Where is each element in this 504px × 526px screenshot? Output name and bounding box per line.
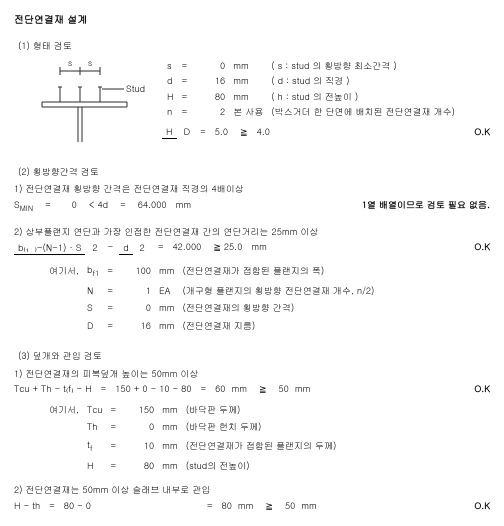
where-row: H=80mm(stud의 전높이) (46, 458, 339, 474)
where-row: S=0mm(전단연결재의 횡방향 간격) (46, 300, 377, 316)
sec1-param-table: s=0mm( s : stud 의 횡방향 최소간격 ) d=16mm( d :… (162, 57, 460, 121)
sec2-p1-eq: SMIN = 0 < 4d = 64.000 mm 1열 배열이므로 검토 필요… (14, 198, 490, 215)
sec2-p2-line: 2) 상부플랜지 연단과 가장 인접한 전단연결재 간의 연단거리는 25mm … (14, 225, 490, 239)
doc-title: 전단연결재 설계 (14, 12, 490, 27)
param-row: H=80mm( h : stud 의 전높이 ) (164, 90, 458, 104)
sec1-heading: (1) 형태 검토 (18, 39, 490, 53)
sec3-p1-where: 여기서, Tcu = 150 mm (바닥판 두께) Th=0mm(바닥판 헌치… (44, 400, 341, 476)
where-row: 여기서, bf1 = 100 mm (전단연결재가 접합된 플랜지의 폭) (46, 262, 377, 281)
stud-label: Stud (126, 82, 145, 95)
frac-1: b₍₁₎-(N-1) · S 2 (14, 243, 102, 253)
sec1-ratio: H D = 5.0 ≧ 4.0 O.K (162, 125, 490, 139)
param-row: s=0mm( s : stud 의 횡방향 최소간격 ) (164, 59, 458, 73)
sec3-p2-eq: H - th = 80 - 0 = 80 mm ≧ 50 mm O.K (14, 499, 490, 513)
where-row: D=16mm(전단연결재 지름) (46, 318, 377, 334)
sec2-p2-where: 여기서, bf1 = 100 mm (전단연결재가 접합된 플랜지의 폭) N=… (44, 260, 379, 336)
sec1-ok: O.K (474, 125, 490, 139)
sec1-params: s=0mm( s : stud 의 횡방향 최소간격 ) d=16mm( d :… (162, 57, 490, 141)
sec2-p2-ok: O.K (474, 240, 490, 254)
sec3-p2-line: 2) 전단연결재는 50mm 이상 슬래브 내부로 관입 (14, 483, 490, 497)
sec2-p1-line: 1) 전단연결재 횡방향 간격은 전단연결재 직경의 4배이상 (14, 182, 490, 196)
frac-H-D: H D (162, 127, 194, 137)
sec3-p2-ok: O.K (474, 499, 490, 513)
sec3-p1-ok: O.K (474, 382, 490, 396)
dim-s-1: s (68, 58, 72, 69)
sec1-body: s s Stud (32, 57, 490, 147)
sec3-p1-line: 1) 전단연결재의 피복덮개 높이는 50mm 이상 (14, 367, 490, 381)
sec2-heading: (2) 횡방향간격 검토 (18, 165, 490, 179)
sec3-heading: (3) 덮개와 관입 검토 (18, 349, 490, 363)
where-row: 여기서, Tcu = 150 mm (바닥판 두께) (46, 402, 339, 418)
where-row: Th=0mm(바닥판 헌치 두께) (46, 419, 339, 435)
sec3-p1-eq: Tcu + Th - t₍f₎ - H = 150 + 0 - 10 - 80 … (14, 382, 490, 396)
param-row: d=16mm( d : stud 의 직경 ) (164, 74, 458, 88)
where-row: N=1EA(개구형 플랜지의 횡방향 전단연결재 개수, n/2) (46, 283, 377, 299)
where-row: tf=10mm(전단연결재가 접합된 플랜지의 두께) (46, 437, 339, 456)
param-row: n=2본 사용(박스거더 한 단면에 배치된 전단연결재 개수) (164, 105, 458, 119)
sec2-p1-note: 1열 배열이므로 검토 필요 없음. (362, 198, 490, 212)
stud-diagram: s s Stud (32, 57, 162, 147)
sec2-p2-eq: b₍₁₎-(N-1) · S 2 - d 2 = 42.000 ≧ 25.0 m… (14, 240, 490, 254)
dim-s-2: s (88, 58, 92, 69)
frac-2: d 2 (119, 243, 149, 253)
